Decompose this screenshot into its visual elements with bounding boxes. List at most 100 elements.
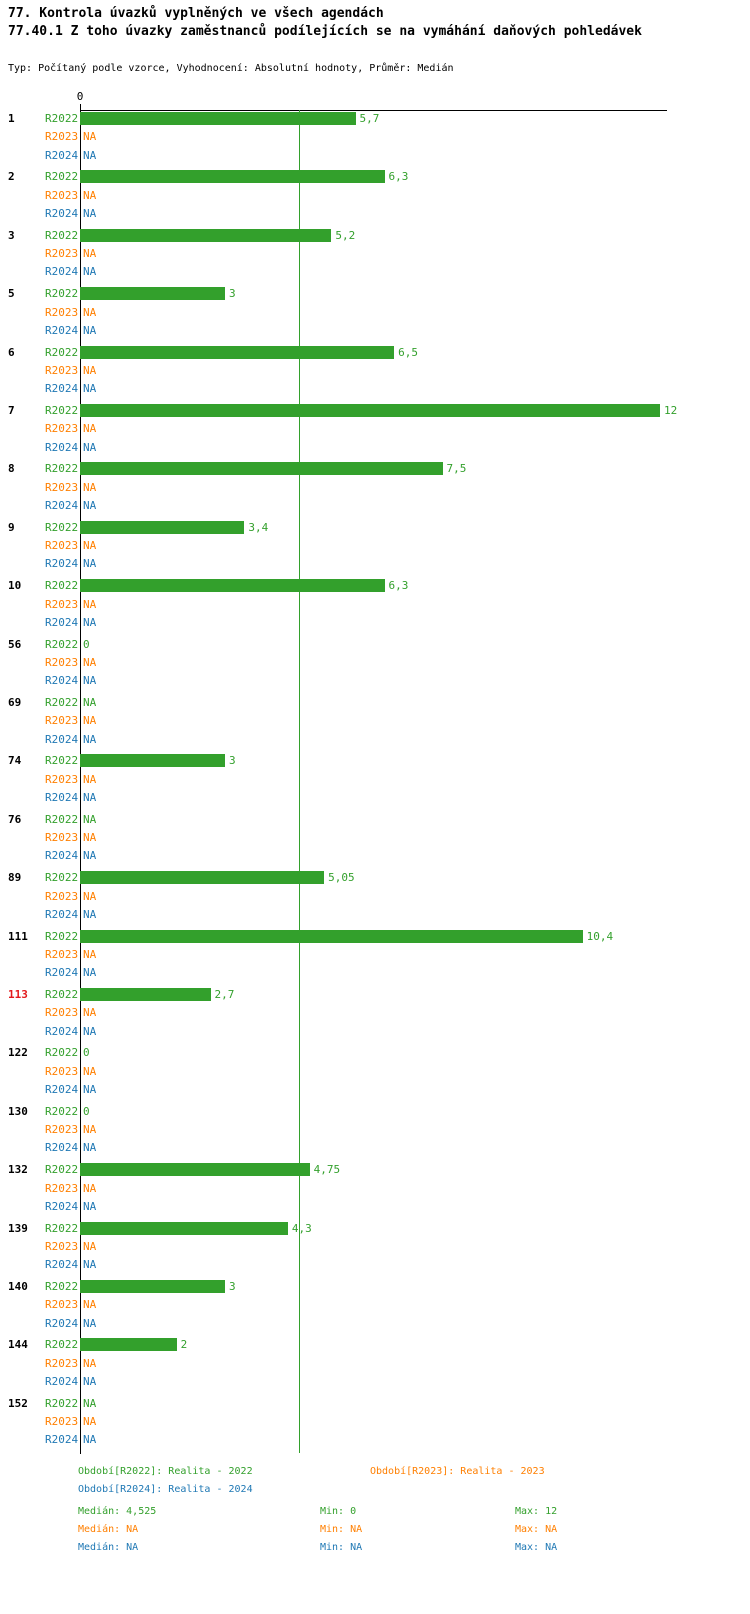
series-label-r2023: R2023 <box>45 597 79 611</box>
series-label-r2024: R2024 <box>45 966 79 980</box>
bar-r2022 <box>80 929 583 943</box>
group-id-label: 6 <box>8 345 15 359</box>
value-label-r2022: 7,5 <box>446 462 467 476</box>
value-label-r2024: NA <box>83 440 97 454</box>
value-label-r2024: NA <box>83 615 97 629</box>
series-label-r2024: R2024 <box>45 1083 79 1096</box>
series-label-r2024: R2024 <box>45 1024 79 1038</box>
value-label-r2023: NA <box>83 772 97 786</box>
group-id-label: 140 <box>8 1280 28 1293</box>
series-label-r2023: R2023 <box>45 947 79 961</box>
series-label-r2023: R2023 <box>45 714 79 728</box>
value-label-r2023: NA <box>83 1356 97 1370</box>
chart-title-line2: 77.40.1 Z toho úvazky zaměstnanců podíle… <box>8 24 642 39</box>
value-label-r2024: NA <box>83 382 97 396</box>
value-label-r2024: NA <box>83 791 97 804</box>
value-label-r2023: NA <box>83 597 97 611</box>
bar-r2022 <box>80 520 245 534</box>
chart-subtitle: Typ: Počítaný podle vzorce, Vyhodnocení:… <box>8 63 454 74</box>
value-label-r2023: NA <box>83 947 97 961</box>
bar-r2022 <box>80 1280 225 1293</box>
bar-r2022 <box>80 345 395 359</box>
series-label-r2023: R2023 <box>45 305 79 319</box>
bar-r2022 <box>80 287 225 301</box>
value-label-r2024: NA <box>83 1258 97 1272</box>
series-label-r2023: R2023 <box>45 1123 79 1137</box>
series-label-r2022: R2022 <box>45 228 79 242</box>
group-id-label: 130 <box>8 1104 28 1118</box>
value-label-r2022: NA <box>83 1396 97 1410</box>
value-label-r2022: 0 <box>83 1104 90 1118</box>
series-label-r2022: R2022 <box>45 345 79 359</box>
value-label-r2024: NA <box>83 323 97 337</box>
value-label-r2023: NA <box>83 714 97 728</box>
chart-title-line1: 77. Kontrola úvazků vyplněných ve všech … <box>8 6 384 21</box>
stat-median-r2024: Medián: NA <box>78 1542 139 1553</box>
value-label-r2022: 6,5 <box>398 345 419 359</box>
value-label-r2023: NA <box>83 130 97 144</box>
series-label-r2022: R2022 <box>45 754 79 768</box>
legend-entry-r2024: Období[R2024]: Realita - 2024 <box>78 1484 253 1495</box>
series-label-r2022: R2022 <box>45 1104 79 1118</box>
series-label-r2022: R2022 <box>45 1221 79 1235</box>
stat-max-r2022: Max: 12 <box>515 1506 558 1517</box>
value-label-r2023: NA <box>83 188 97 202</box>
group-id-label: 3 <box>8 228 15 242</box>
group-id-label: 152 <box>8 1396 28 1410</box>
series-label-r2023: R2023 <box>45 363 79 377</box>
group-id-label: 144 <box>8 1338 28 1352</box>
bar-r2022 <box>80 112 356 125</box>
value-label-r2024: NA <box>83 907 97 921</box>
bar-r2022 <box>80 579 385 593</box>
value-label-r2022: 2 <box>180 1338 188 1352</box>
series-label-r2023: R2023 <box>45 1239 79 1253</box>
series-label-r2024: R2024 <box>45 849 79 863</box>
bar-r2022 <box>80 1163 310 1177</box>
value-label-r2024: NA <box>83 966 97 980</box>
series-label-r2023: R2023 <box>45 889 79 903</box>
value-label-r2022: 3 <box>229 287 236 301</box>
value-label-r2022: 4,75 <box>313 1163 341 1177</box>
series-label-r2022: R2022 <box>45 1046 79 1060</box>
value-label-r2024: NA <box>83 1375 97 1388</box>
series-label-r2024: R2024 <box>45 265 79 279</box>
bar-r2022 <box>80 228 332 242</box>
value-label-r2023: NA <box>83 480 97 494</box>
series-label-r2024: R2024 <box>45 791 79 804</box>
series-label-r2024: R2024 <box>45 382 79 396</box>
bar-r2022 <box>80 170 385 184</box>
series-label-r2024: R2024 <box>45 440 79 454</box>
bar-r2022 <box>80 754 225 768</box>
series-label-r2022: R2022 <box>45 929 79 943</box>
series-label-r2022: R2022 <box>45 812 79 826</box>
group-id-label: 5 <box>8 287 15 301</box>
series-label-r2023: R2023 <box>45 1064 79 1078</box>
value-label-r2022: 12 <box>664 404 678 417</box>
stat-max-r2024: Max: NA <box>515 1542 558 1553</box>
series-label-r2022: R2022 <box>45 170 79 184</box>
series-label-r2023: R2023 <box>45 130 79 144</box>
bar-r2022 <box>80 1338 177 1352</box>
series-label-r2023: R2023 <box>45 188 79 202</box>
value-label-r2024: NA <box>83 207 97 220</box>
value-label-r2023: NA <box>83 1064 97 1078</box>
stat-median-r2022: Medián: 4,525 <box>78 1506 157 1517</box>
series-label-r2023: R2023 <box>45 422 79 436</box>
series-label-r2024: R2024 <box>45 323 79 337</box>
series-label-r2022: R2022 <box>45 988 79 1001</box>
series-label-r2022: R2022 <box>45 112 79 125</box>
series-label-r2024: R2024 <box>45 1199 79 1213</box>
group-id-label: 74 <box>8 754 22 768</box>
series-label-r2022: R2022 <box>45 287 79 301</box>
group-id-label: 139 <box>8 1221 28 1235</box>
series-label-r2024: R2024 <box>45 907 79 921</box>
value-label-r2022: 3 <box>229 754 236 768</box>
value-label-r2022: 5,7 <box>359 112 380 125</box>
series-label-r2022: R2022 <box>45 1163 79 1177</box>
series-label-r2023: R2023 <box>45 831 79 845</box>
value-label-r2022: 10,4 <box>586 929 614 943</box>
stat-min-r2024: Min: NA <box>320 1542 363 1553</box>
value-label-r2024: NA <box>83 1083 97 1096</box>
series-label-r2024: R2024 <box>45 615 79 629</box>
value-label-r2022: 3,4 <box>248 520 269 534</box>
